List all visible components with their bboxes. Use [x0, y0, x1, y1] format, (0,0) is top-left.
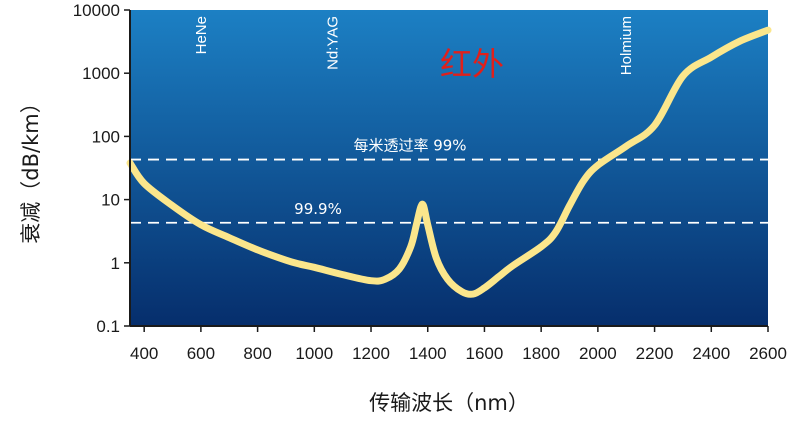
y-tick-label: 10000	[73, 1, 120, 20]
laser-label: Nd:YAG	[324, 16, 341, 70]
x-tick-label: 1400	[409, 344, 447, 363]
region-label: 红外	[440, 45, 504, 83]
x-axis-title: 传输波长（nm）	[369, 391, 529, 415]
plot-area	[130, 10, 768, 326]
x-tick-label: 2200	[636, 344, 674, 363]
y-tick-label: 100	[92, 127, 120, 146]
reference-line-label: 每米透过率 99%	[353, 137, 466, 155]
x-tick-label: 2600	[749, 344, 787, 363]
attenuation-curve	[126, 26, 772, 298]
x-tick-label: 800	[243, 344, 271, 363]
y-tick-label: 0.1	[96, 317, 120, 336]
x-tick-label: 600	[187, 344, 215, 363]
y-tick-label: 1000	[82, 64, 120, 83]
x-tick-label: 1800	[522, 344, 560, 363]
y-axis-title: 衰减（dB/km）	[19, 92, 43, 243]
x-tick-label: 1600	[466, 344, 504, 363]
x-tick-label: 1000	[295, 344, 333, 363]
y-tick-label: 10	[101, 191, 120, 210]
reference-line-label: 99.9%	[294, 200, 342, 218]
x-tick-label: 400	[130, 344, 158, 363]
y-tick-label: 1	[111, 254, 120, 273]
x-tick-label: 1200	[352, 344, 390, 363]
x-tick-label: 2000	[579, 344, 617, 363]
laser-label: Holmium	[618, 16, 635, 75]
x-tick-label: 2400	[692, 344, 730, 363]
laser-label: HeNe	[193, 16, 210, 54]
